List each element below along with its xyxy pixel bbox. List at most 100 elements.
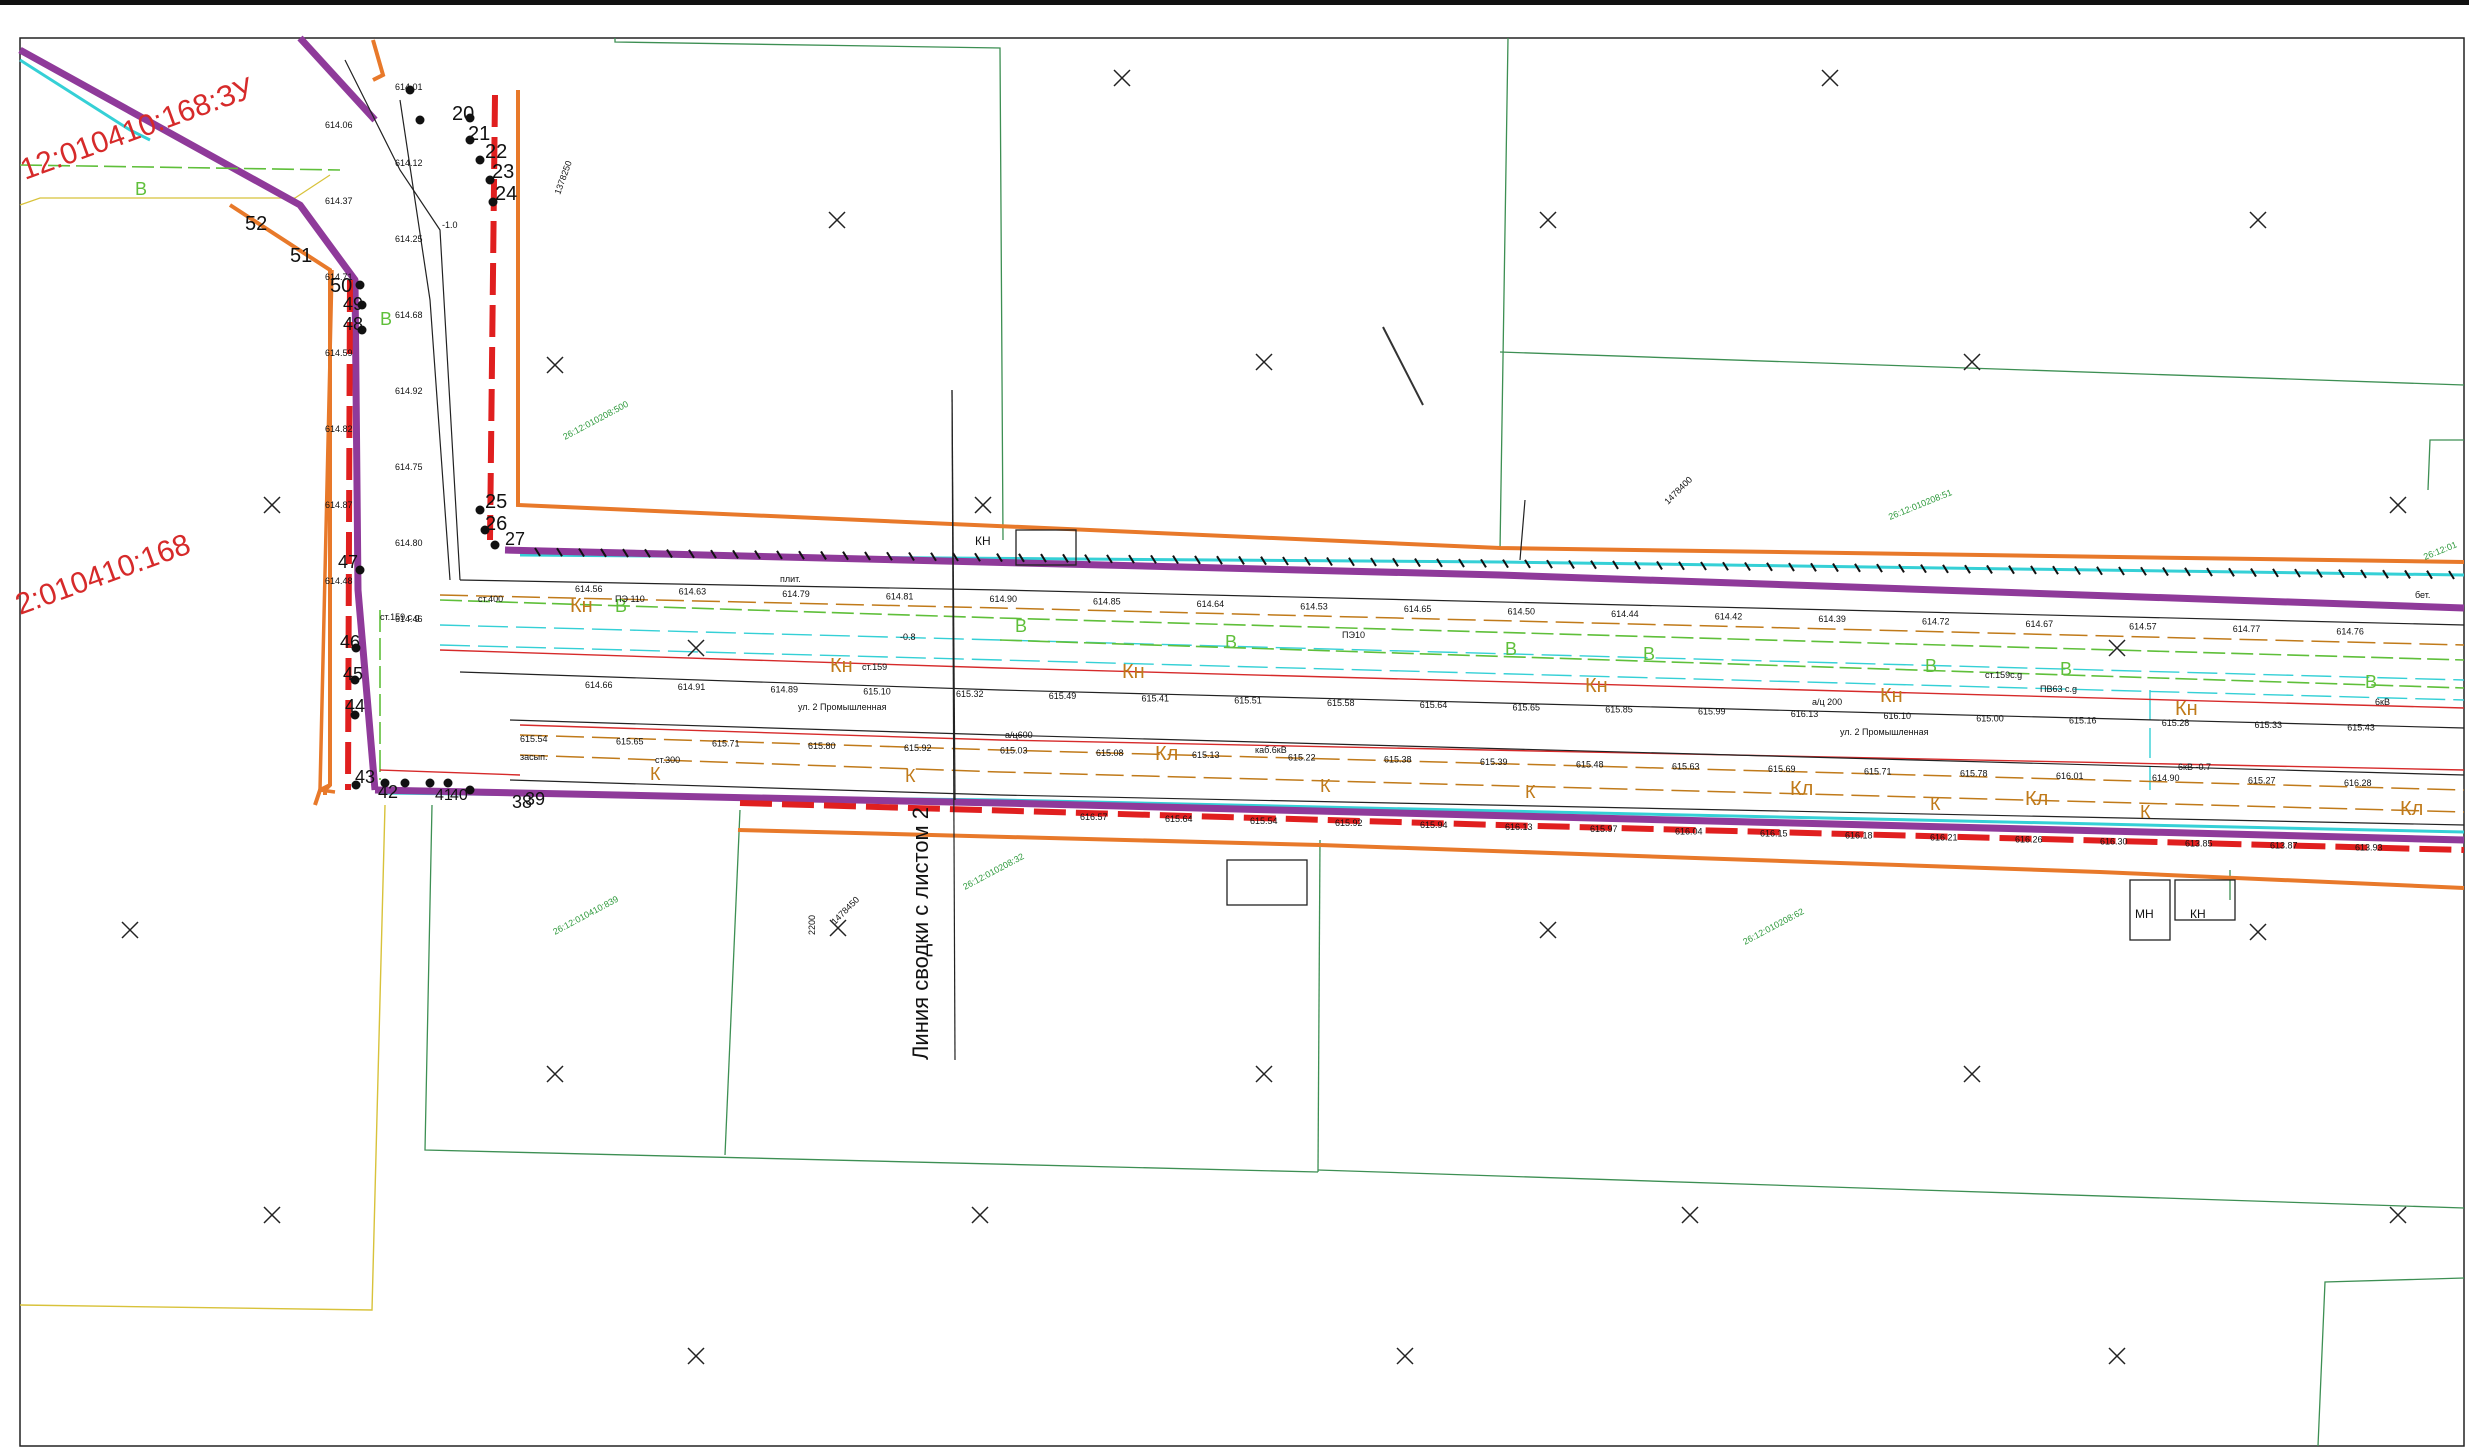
point-number: 50 xyxy=(330,275,352,297)
survey-point xyxy=(400,778,410,788)
sheet-frame xyxy=(19,37,2465,1447)
hatch-mark xyxy=(1018,553,1025,563)
cadastral-big-label-2: 2:010410:168 xyxy=(11,528,195,622)
survey-point xyxy=(465,135,475,145)
hatch-mark xyxy=(1546,559,1553,569)
grid-cross xyxy=(1539,921,1557,939)
grid-cross xyxy=(2249,923,2267,941)
hatch-mark xyxy=(1436,558,1443,568)
elevation-label: 616.13 xyxy=(1791,709,1819,719)
hatch-mark xyxy=(644,548,651,558)
grid-cross xyxy=(1396,1347,1414,1365)
hatch-mark xyxy=(2426,570,2433,580)
hatch-mark xyxy=(754,550,761,560)
elevation-label: 614.66 xyxy=(585,680,613,690)
hatch-mark xyxy=(1986,564,1993,574)
survey-point xyxy=(351,780,361,790)
elevation-label: 614.75 xyxy=(395,462,423,472)
grid-crosses xyxy=(121,69,2407,1365)
elevation-label: 614.57 xyxy=(2129,621,2157,631)
water-label: В xyxy=(1925,656,1937,676)
hatch-mark xyxy=(1854,563,1861,573)
hatch-mark xyxy=(1084,554,1091,564)
hatch-mark xyxy=(1414,558,1421,568)
grid-cross xyxy=(1963,353,1981,371)
k-label: К xyxy=(650,764,661,784)
hatch-mark xyxy=(2360,569,2367,579)
top-border xyxy=(0,0,2469,5)
survey-point xyxy=(480,525,490,535)
hatch-mark xyxy=(798,550,805,560)
hatch-mark xyxy=(710,549,717,559)
survey-point xyxy=(415,115,425,125)
elevation-label: 614.06 xyxy=(325,120,353,130)
elevation-label: 614.90 xyxy=(2152,773,2180,783)
elevation-label: 615.65 xyxy=(1513,702,1541,712)
point-number: 40 xyxy=(450,787,468,804)
hatch-mark xyxy=(1062,553,1069,563)
hatch-marks xyxy=(534,547,2455,580)
coord-label-4: 1378250 xyxy=(552,159,573,195)
elevation-label: 615.63 xyxy=(1672,762,1700,772)
k-label: К xyxy=(905,766,916,786)
elevation-label: 614.76 xyxy=(2336,626,2364,636)
parcel-label-1: 26:12:010208:500 xyxy=(561,399,630,442)
mn-label: МН xyxy=(2135,907,2154,921)
survey-point xyxy=(350,710,360,720)
sewer-k-label: Кл xyxy=(2400,798,2423,820)
hatch-mark xyxy=(1260,556,1267,566)
elevation-label: 614.72 xyxy=(1922,616,1950,626)
survey-point xyxy=(475,505,485,515)
sheet-join-label: Линия сводки с листом 2 xyxy=(908,807,933,1060)
k-label: К xyxy=(1525,782,1536,802)
pipe-label: каб.6кВ xyxy=(1255,745,1287,755)
water-label: В xyxy=(2365,672,2377,692)
grid-cross xyxy=(974,496,992,514)
kn-caps-label: КН xyxy=(975,534,991,548)
elevation-label: 615.43 xyxy=(2347,722,2375,732)
sheet-join-line xyxy=(951,389,956,1061)
water-label: В xyxy=(2060,659,2072,679)
hatch-mark xyxy=(1458,558,1465,568)
elevation-label: 615.10 xyxy=(863,687,891,697)
gas-lines xyxy=(379,649,2465,776)
point-number: 23 xyxy=(492,161,514,183)
grid-cross xyxy=(121,921,139,939)
elevation-label: 614.12 xyxy=(395,158,423,168)
pipe-label: а/ц600 xyxy=(1005,730,1033,740)
grid-cross xyxy=(1255,353,1273,371)
elevation-label: 615.69 xyxy=(1768,764,1796,774)
elevation-label: 615.58 xyxy=(1327,698,1355,708)
survey-point xyxy=(355,280,365,290)
elevation-label: 615.51 xyxy=(1234,696,1262,706)
elevation-label: 614.87 xyxy=(325,500,353,510)
hatch-mark xyxy=(1590,560,1597,570)
k-label: К xyxy=(1320,776,1331,796)
hatch-mark xyxy=(1832,563,1839,573)
point-number: 49 xyxy=(343,294,363,314)
coord-label-1: 1478400 xyxy=(1662,475,1694,507)
point-number: 25 xyxy=(485,491,507,513)
hatch-mark xyxy=(556,547,563,557)
elevation-label: 613.85 xyxy=(2185,839,2213,849)
point-number: 39 xyxy=(525,789,545,809)
point-number: 51 xyxy=(290,245,312,267)
hatch-mark xyxy=(732,549,739,559)
elevation-label: 614.67 xyxy=(2026,619,2054,629)
pipe-label: 6кВ -0.7 xyxy=(2178,762,2211,772)
sewer-label: Кн xyxy=(1585,675,1608,697)
elevation-label: 616.18 xyxy=(1845,830,1873,840)
elevation-label: 615.80 xyxy=(808,741,836,751)
grid-cross xyxy=(1821,69,1839,87)
point-number: 26 xyxy=(485,513,507,535)
kn-caps-label: КН xyxy=(2190,907,2206,921)
hatch-mark xyxy=(2404,569,2411,579)
parcel-label-2: 26:12:010208:51 xyxy=(1887,487,1953,522)
grid-cross xyxy=(263,496,281,514)
pipe-label: бет. xyxy=(2415,590,2430,600)
purple-boundary xyxy=(18,35,2465,844)
hatch-mark xyxy=(2140,566,2147,576)
hatch-mark xyxy=(1106,554,1113,564)
hatch-mark xyxy=(2008,565,2015,575)
